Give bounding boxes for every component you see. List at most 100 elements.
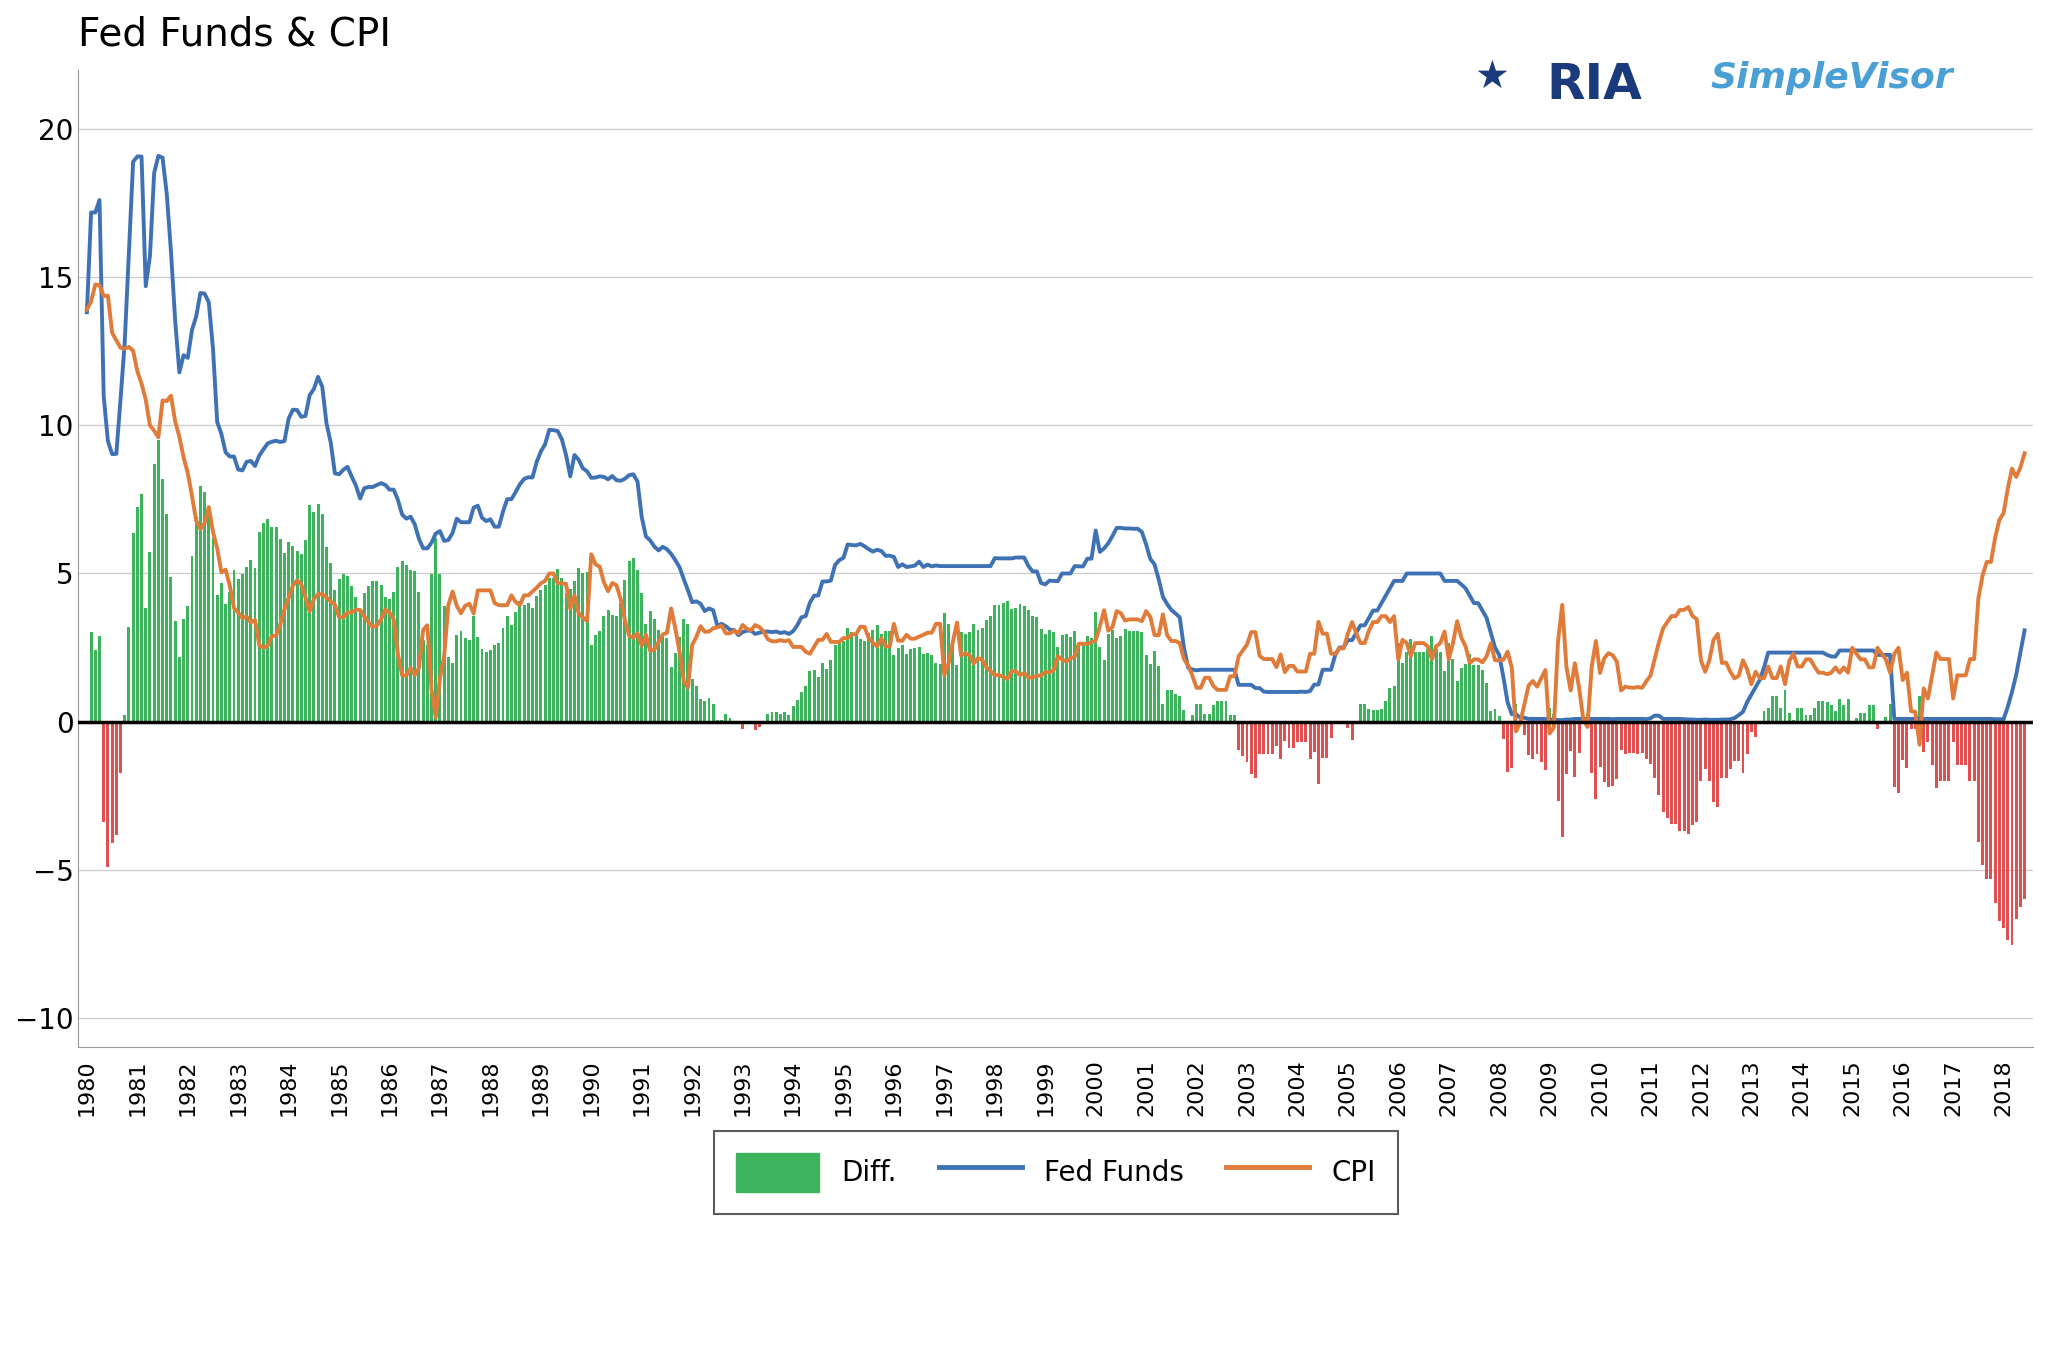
- Bar: [147, 552, 152, 721]
- Bar: [1561, 721, 1565, 837]
- Bar: [1376, 710, 1378, 721]
- Bar: [1829, 705, 1833, 721]
- Bar: [1280, 721, 1282, 759]
- Text: RIA: RIA: [1546, 61, 1642, 109]
- Bar: [1468, 654, 1470, 721]
- Bar: [543, 585, 547, 721]
- Bar: [1501, 721, 1505, 739]
- Bar: [1444, 671, 1446, 721]
- Bar: [317, 504, 319, 721]
- Bar: [1649, 721, 1653, 764]
- Bar: [1253, 721, 1257, 777]
- Bar: [154, 464, 156, 721]
- Bar: [481, 649, 483, 721]
- Bar: [1057, 646, 1059, 721]
- Bar: [1425, 649, 1430, 721]
- Bar: [973, 624, 975, 721]
- Bar: [1733, 721, 1737, 761]
- Bar: [877, 626, 879, 721]
- Fed Funds: [2013, 622, 2038, 638]
- Bar: [1300, 721, 1303, 742]
- Bar: [1767, 708, 1769, 721]
- Bar: [111, 721, 113, 843]
- Bar: [1448, 643, 1450, 721]
- Bar: [522, 605, 526, 721]
- Bar: [143, 608, 147, 721]
- Bar: [946, 624, 950, 721]
- Fed Funds: [244, 458, 268, 474]
- Bar: [547, 578, 551, 721]
- Bar: [1884, 717, 1888, 721]
- Bar: [186, 607, 188, 721]
- Bar: [1876, 721, 1878, 728]
- Bar: [1196, 703, 1198, 721]
- Bar: [106, 721, 109, 867]
- Bar: [1409, 639, 1413, 721]
- Bar: [653, 619, 655, 721]
- Bar: [1292, 721, 1294, 747]
- Bar: [565, 593, 567, 721]
- Bar: [641, 593, 643, 721]
- Bar: [942, 612, 946, 721]
- Bar: [905, 654, 907, 721]
- Bar: [1772, 697, 1774, 721]
- Bar: [1632, 721, 1634, 753]
- Bar: [889, 631, 891, 721]
- Bar: [594, 635, 596, 721]
- Bar: [598, 631, 602, 721]
- Bar: [809, 671, 811, 721]
- Bar: [455, 634, 459, 721]
- Bar: [721, 720, 723, 721]
- Bar: [922, 654, 926, 721]
- Bar: [2023, 721, 2025, 899]
- Bar: [451, 663, 455, 721]
- Bar: [1090, 638, 1094, 721]
- Bar: [291, 545, 295, 721]
- Bar: [1065, 634, 1067, 721]
- Bar: [872, 630, 874, 721]
- Bar: [1679, 721, 1681, 831]
- Bar: [657, 630, 659, 721]
- Bar: [1665, 721, 1669, 818]
- Bar: [270, 527, 272, 721]
- CPI: [1663, 608, 1688, 624]
- Bar: [553, 578, 555, 721]
- Bar: [842, 641, 846, 721]
- Bar: [1149, 664, 1151, 721]
- Bar: [805, 686, 807, 721]
- Bar: [770, 713, 774, 721]
- Bar: [1145, 654, 1147, 721]
- Bar: [670, 667, 672, 721]
- Bar: [1976, 721, 1980, 841]
- Bar: [1204, 713, 1206, 721]
- Bar: [1661, 721, 1665, 813]
- Bar: [821, 664, 823, 721]
- Bar: [338, 579, 340, 721]
- Bar: [838, 639, 842, 721]
- Bar: [1178, 695, 1182, 721]
- Bar: [1225, 701, 1227, 721]
- Bar: [1759, 721, 1761, 724]
- Bar: [627, 561, 631, 721]
- Bar: [918, 646, 922, 721]
- Bar: [977, 630, 979, 721]
- Bar: [786, 716, 791, 721]
- Bar: [1460, 668, 1462, 721]
- Bar: [702, 701, 707, 721]
- Bar: [203, 492, 207, 721]
- Bar: [1329, 721, 1333, 738]
- Bar: [1520, 716, 1522, 721]
- Bar: [182, 619, 184, 721]
- Bar: [430, 574, 432, 721]
- Bar: [1081, 645, 1085, 721]
- Bar: [1249, 721, 1253, 775]
- Bar: [1405, 652, 1409, 721]
- Bar: [367, 586, 371, 721]
- Bar: [1780, 708, 1782, 721]
- Bar: [690, 679, 694, 721]
- Bar: [86, 721, 88, 724]
- Bar: [1182, 710, 1186, 721]
- Bar: [934, 664, 938, 721]
- Bar: [283, 553, 287, 721]
- Bar: [250, 560, 252, 721]
